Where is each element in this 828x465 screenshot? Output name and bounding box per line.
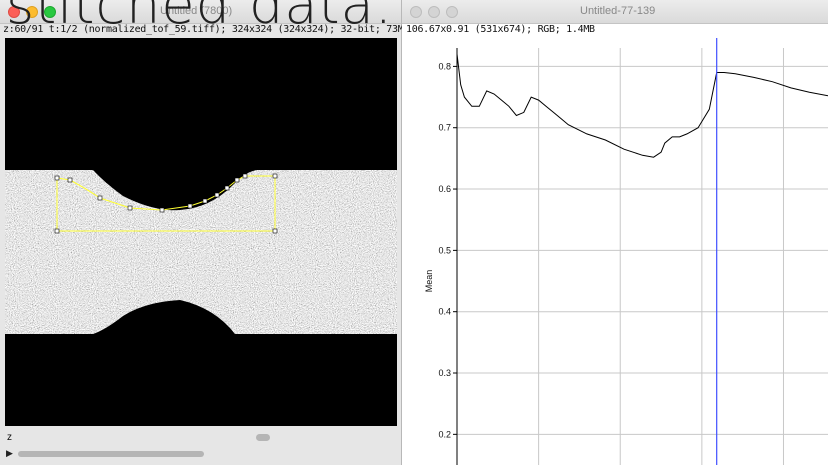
y-tick-label: 0.7: [438, 123, 451, 133]
y-tick-label: 0.5: [438, 245, 451, 255]
tof-image[interactable]: [5, 38, 397, 426]
plot-window: Untitled-77-139 106.67x0.91 (531x674); R…: [402, 0, 828, 465]
y-tick-label: 0.6: [438, 184, 451, 194]
image-window-titlebar[interactable]: Untitled (7800): [0, 0, 401, 24]
close-window-button[interactable]: [410, 6, 422, 18]
y-tick-label: 0.3: [438, 368, 451, 378]
image-canvas[interactable]: [5, 38, 397, 426]
image-window-title: Untitled (7800): [160, 5, 232, 17]
y-tick-label: 0.4: [438, 307, 451, 317]
t-slider-row: ▶: [0, 447, 402, 461]
series-line: [457, 54, 828, 157]
y-tick-label: 0.2: [438, 429, 451, 439]
image-info-line: z:60/91 t:1/2 (normalized_tof_59.tiff); …: [3, 24, 409, 36]
plot-info-line: 106.67x0.91 (531x674); RGB; 1.4MB: [406, 24, 595, 36]
close-window-button[interactable]: [8, 6, 20, 18]
z-slider-row: z: [0, 431, 402, 445]
z-slider-thumb[interactable]: [256, 434, 270, 441]
z-slider-label: z: [7, 432, 12, 443]
t-slider-track[interactable]: [18, 451, 204, 457]
play-icon[interactable]: ▶: [6, 448, 13, 459]
y-tick-label: 0.8: [438, 61, 451, 71]
zoom-window-button[interactable]: [44, 6, 56, 18]
image-window: Untitled (7800) z:60/91 t:1/2 (normalize…: [0, 0, 402, 465]
y-axis-label: Mean: [424, 270, 434, 293]
plot-window-titlebar[interactable]: Untitled-77-139: [402, 0, 828, 24]
plot-window-title: Untitled-77-139: [580, 5, 655, 17]
minimize-window-button[interactable]: [428, 6, 440, 18]
minimize-window-button[interactable]: [26, 6, 38, 18]
mean-profile-plot[interactable]: 0.2 0.3 0.4 0.5 0.6 0.7 0.8 Mean: [402, 38, 828, 465]
zoom-window-button[interactable]: [446, 6, 458, 18]
plot-area[interactable]: 0.2 0.3 0.4 0.5 0.6 0.7 0.8 Mean: [402, 38, 828, 465]
